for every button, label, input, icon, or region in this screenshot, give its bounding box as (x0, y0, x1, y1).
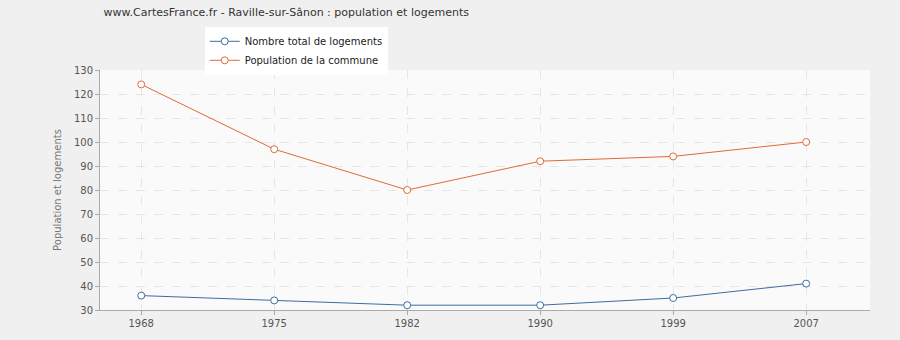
svg-text:1975: 1975 (261, 318, 286, 329)
svg-text:80: 80 (80, 185, 93, 196)
svg-text:Population de la commune: Population de la commune (245, 55, 378, 66)
svg-text:Nombre total de logements: Nombre total de logements (245, 36, 382, 47)
svg-text:120: 120 (74, 89, 93, 100)
svg-text:1982: 1982 (394, 318, 419, 329)
svg-text:60: 60 (80, 233, 93, 244)
svg-text:2007: 2007 (793, 318, 818, 329)
svg-text:70: 70 (80, 209, 93, 220)
svg-text:1999: 1999 (660, 318, 685, 329)
svg-text:1968: 1968 (129, 318, 154, 329)
svg-text:110: 110 (74, 113, 93, 124)
svg-text:www.CartesFrance.fr - Raville-: www.CartesFrance.fr - Raville-sur-Sânon … (104, 6, 470, 19)
svg-text:90: 90 (80, 161, 93, 172)
svg-text:50: 50 (80, 257, 93, 268)
svg-text:130: 130 (74, 65, 93, 76)
svg-text:1990: 1990 (527, 318, 552, 329)
svg-text:Population et logements: Population et logements (52, 129, 63, 251)
svg-text:40: 40 (80, 281, 93, 292)
svg-text:30: 30 (80, 305, 93, 316)
svg-text:100: 100 (74, 137, 93, 148)
